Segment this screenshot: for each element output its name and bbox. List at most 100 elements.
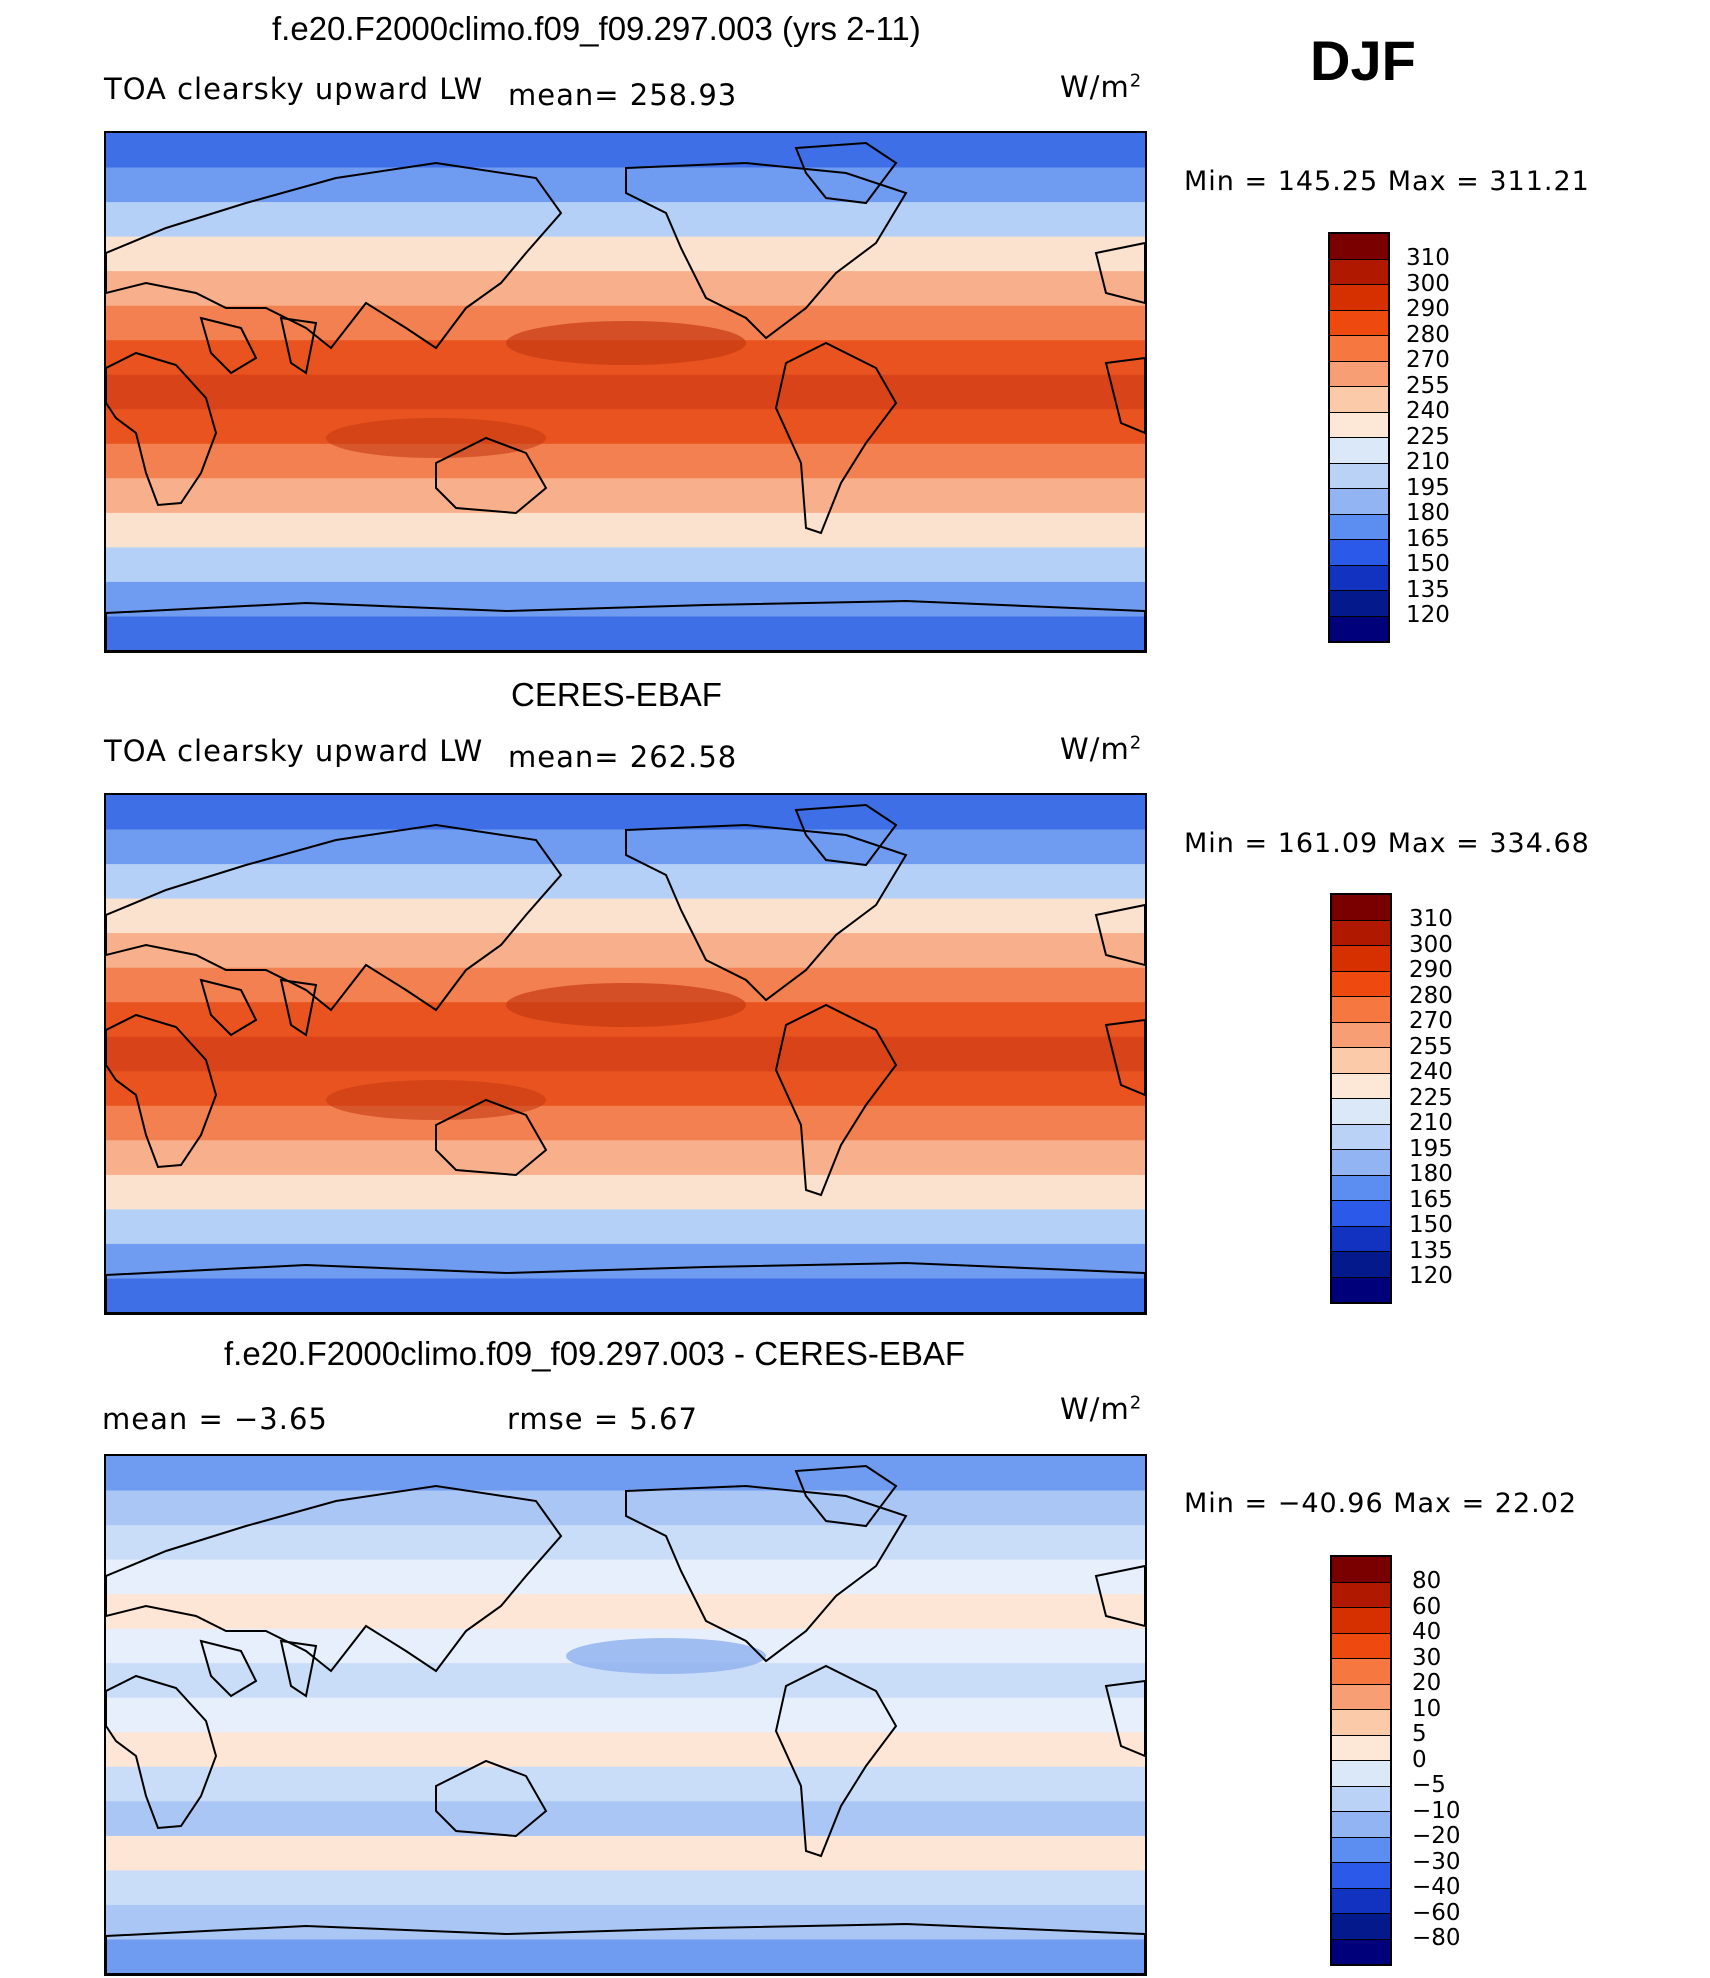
coastline-india xyxy=(279,1639,318,1698)
colorbar-swatch xyxy=(1332,997,1390,1023)
colorbar-swatch xyxy=(1330,616,1388,641)
colorbar-tick-label: −80 xyxy=(1412,1925,1461,1951)
map-lat-band xyxy=(106,1243,1145,1280)
colorbar-swatch xyxy=(1332,895,1390,921)
colorbar-swatch xyxy=(1332,1710,1390,1736)
panel-3-colorbar xyxy=(1330,1555,1392,1966)
colorbar-tick-label: −40 xyxy=(1412,1874,1461,1900)
coastline-africa-east xyxy=(1104,1679,1145,1758)
colorbar-swatch xyxy=(1330,591,1388,617)
colorbar-swatch xyxy=(1332,1557,1390,1583)
coastline-india xyxy=(279,316,318,375)
panel-3-colorbar-labels: 80 60 40 30 20 10 5 0 −5 −10 −20 −30 −40 −60 −80 xyxy=(1412,1568,1461,1952)
map-lat-band xyxy=(106,1801,1145,1837)
map-lat-band xyxy=(106,1209,1145,1245)
map-lat-band xyxy=(106,1174,1145,1211)
colorbar-swatch xyxy=(1332,1226,1390,1252)
colorbar-swatch xyxy=(1332,1252,1390,1278)
colorbar-tick-label: 280 xyxy=(1406,321,1450,348)
colorbar-swatch xyxy=(1330,285,1388,311)
panel-1-units: W/m2 xyxy=(1060,70,1143,104)
colorbar-tick-label: 195 xyxy=(1406,474,1450,501)
panel-2-mean: mean= 262.58 xyxy=(508,740,738,774)
coastline-europe-asia xyxy=(106,823,563,1012)
colorbar-swatch xyxy=(1332,1888,1390,1914)
colorbar-tick-label: 20 xyxy=(1412,1670,1442,1696)
colorbar-swatch xyxy=(1332,1684,1390,1710)
panel-3-minmax: Min = −40.96 Max = 22.02 xyxy=(1184,1488,1578,1519)
colorbar-swatch xyxy=(1332,1863,1390,1889)
panel-2-units: W/m2 xyxy=(1060,732,1143,766)
map-lat-band xyxy=(106,1036,1145,1073)
colorbar-tick-label: 280 xyxy=(1409,982,1453,1009)
colorbar-tick-label: 80 xyxy=(1412,1568,1442,1594)
map-lat-band xyxy=(106,581,1145,618)
colorbar-tick-label: 165 xyxy=(1409,1186,1453,1213)
coastline-africa xyxy=(106,1013,218,1169)
colorbar-tick-label: 180 xyxy=(1406,500,1450,526)
panel-2-colorbar-labels: 310 300 290 280 270 255 240 225 210 195 180 165 150 1… xyxy=(1409,906,1453,1290)
coastline-north-america xyxy=(625,1484,908,1663)
panel-3-title: f.e20.F2000climo.f09_f09.297.003 - CERES… xyxy=(224,1335,966,1372)
colorbar-tick-label: 180 xyxy=(1409,1161,1453,1187)
map-lat-band xyxy=(106,933,1145,969)
map-lat-band xyxy=(106,547,1145,583)
colorbar-tick-label: 255 xyxy=(1409,1033,1453,1060)
panel-2-minmax: Min = 161.09 Max = 334.68 xyxy=(1184,828,1590,859)
panel-1-title: f.e20.F2000climo.f09_f09.297.003 (yrs 2-… xyxy=(272,10,921,47)
coastline-europe-east xyxy=(1094,241,1145,305)
map-lat-band xyxy=(106,864,1145,900)
colorbar-swatch xyxy=(1332,1073,1390,1099)
colorbar-swatch xyxy=(1332,1659,1390,1685)
map-lat-band xyxy=(106,1278,1145,1313)
colorbar-tick-label: −5 xyxy=(1412,1772,1446,1798)
colorbar-tick-label: 240 xyxy=(1406,398,1450,424)
coastline-north-america xyxy=(625,161,908,340)
colorbar-swatch xyxy=(1332,1939,1390,1964)
map-lat-band xyxy=(106,1939,1145,1974)
coastline-south-america xyxy=(774,1664,898,1858)
colorbar-tick-label: 290 xyxy=(1406,296,1450,322)
panel-1-colorbar-labels: 310 300 290 280 270 255 240 225 210 195 180 165 150 1… xyxy=(1406,245,1450,629)
colorbar-swatch xyxy=(1332,1048,1390,1074)
coastlines xyxy=(106,1464,1145,1974)
colorbar-tick-label: 30 xyxy=(1412,1644,1442,1671)
coastline-africa xyxy=(106,351,218,507)
map-diff-blob xyxy=(566,1638,766,1674)
panel-2-map xyxy=(104,793,1147,1315)
coastline-arabia xyxy=(199,316,258,375)
colorbar-swatch xyxy=(1330,310,1388,336)
panel-3-mean: mean = −3.65 xyxy=(102,1402,328,1436)
coastline-north-america xyxy=(625,823,908,1002)
coastlines xyxy=(106,141,1145,651)
map-warm-blob xyxy=(506,983,746,1027)
colorbar-swatch xyxy=(1332,1124,1390,1150)
map-lat-band xyxy=(106,1766,1145,1803)
colorbar-swatch xyxy=(1332,1812,1390,1838)
season-label: DJF xyxy=(1310,29,1416,92)
panel-2-map-svg xyxy=(106,795,1145,1313)
colorbar-swatch xyxy=(1330,336,1388,362)
coastline-europe-east xyxy=(1094,903,1145,967)
colorbar-swatch xyxy=(1332,1582,1390,1608)
colorbar-tick-label: 210 xyxy=(1409,1110,1453,1136)
panel-1-variable: TOA clearsky upward LW xyxy=(104,72,484,106)
coastline-greenland xyxy=(794,803,898,867)
colorbar-swatch xyxy=(1330,565,1388,591)
colorbar-tick-label: 255 xyxy=(1406,372,1450,399)
colorbar-swatch xyxy=(1330,463,1388,489)
colorbar-tick-label: 270 xyxy=(1406,347,1450,373)
colorbar-swatch xyxy=(1332,946,1390,972)
panel-3-map-svg xyxy=(106,1456,1145,1974)
map-lat-band xyxy=(106,1559,1145,1596)
colorbar-tick-label: 210 xyxy=(1406,449,1450,475)
colorbar-tick-label: 290 xyxy=(1409,957,1453,983)
coastline-india xyxy=(279,978,318,1037)
panel-1-map-svg xyxy=(106,133,1145,651)
map-lat-band xyxy=(106,1456,1145,1492)
map-lat-band xyxy=(106,478,1145,514)
coastline-greenland xyxy=(794,141,898,205)
coastline-africa xyxy=(106,1674,218,1830)
colorbar-tick-label: −30 xyxy=(1412,1848,1461,1875)
panel-3-rmse: rmse = 5.67 xyxy=(507,1402,698,1436)
